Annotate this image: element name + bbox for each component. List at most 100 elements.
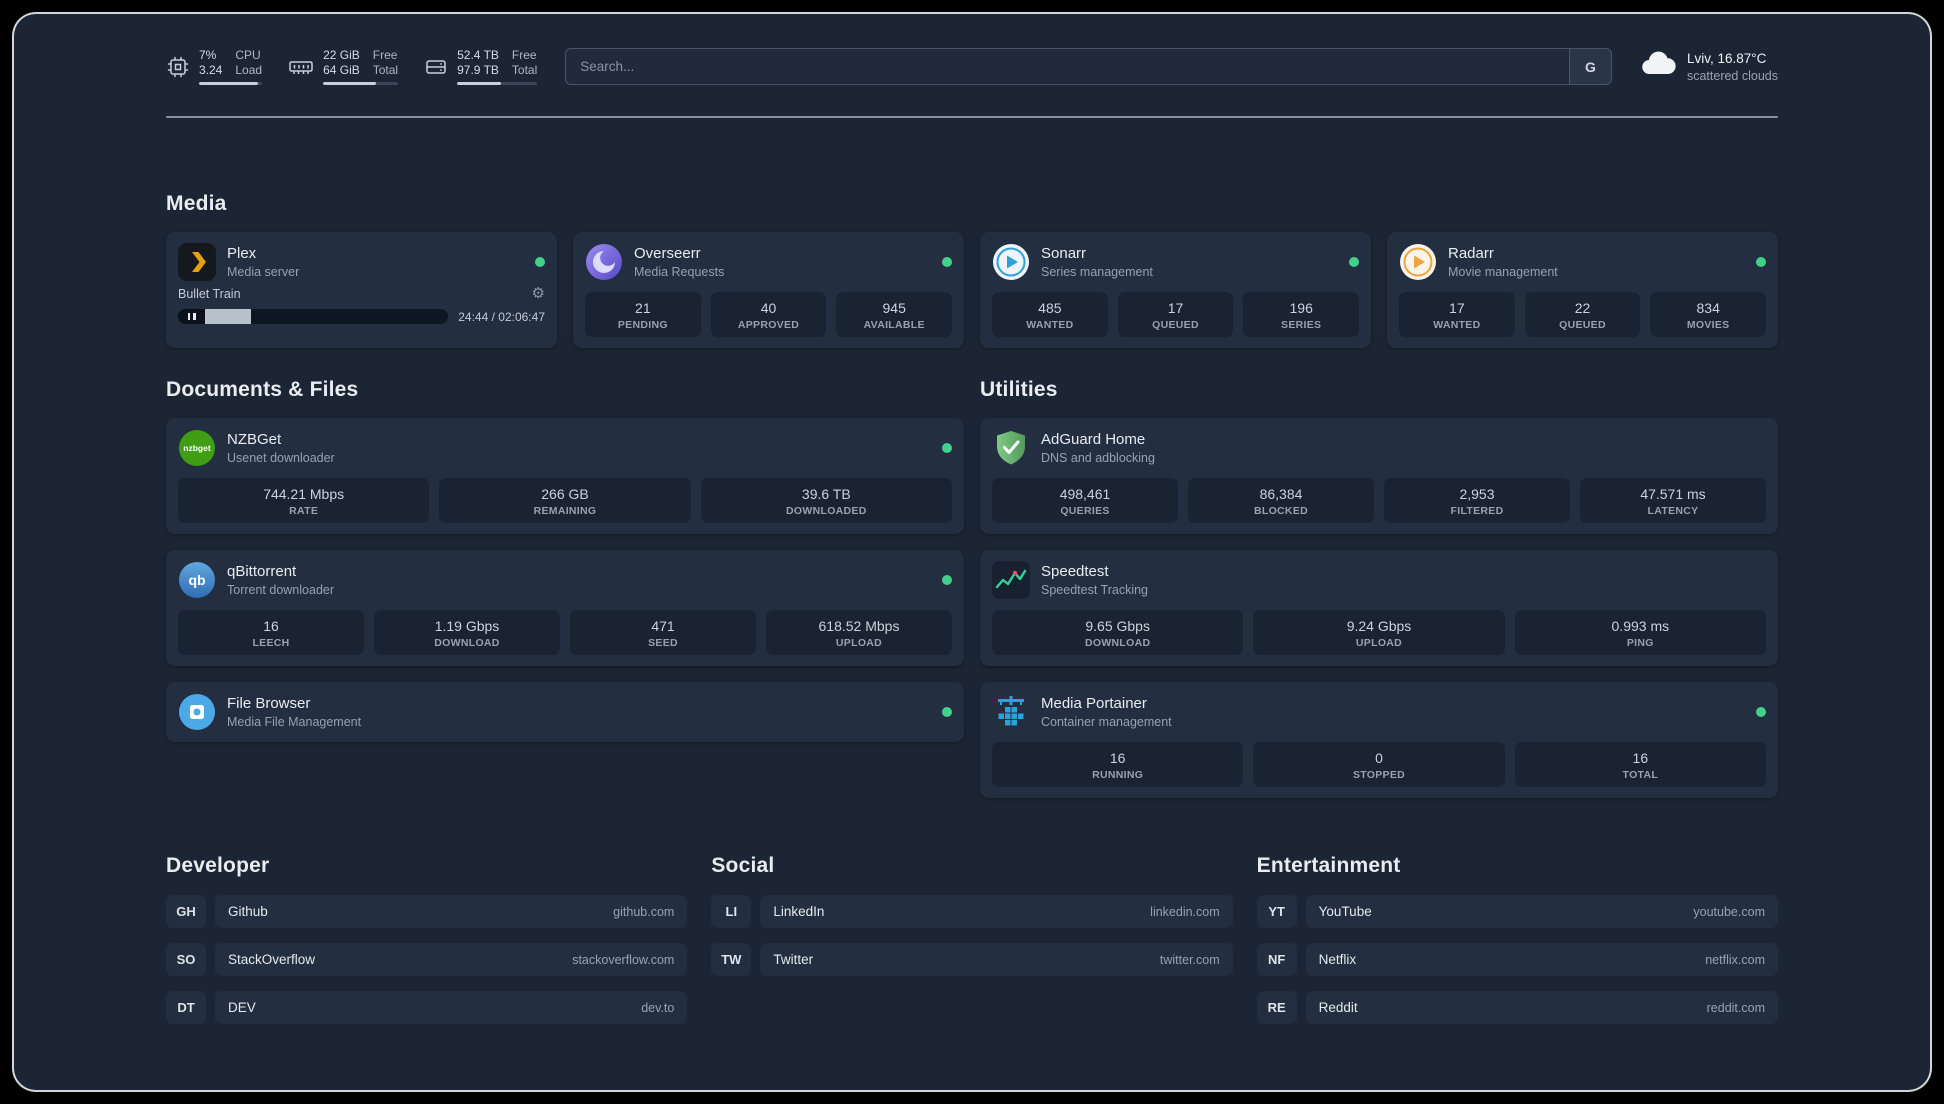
bookmark-name: StackOverflow xyxy=(228,952,316,967)
weather-condition: scattered clouds xyxy=(1686,68,1778,83)
weather-widget: Lviv, 16.87°C scattered clouds xyxy=(1640,50,1778,84)
service-card-plex[interactable]: Plex Media server Bullet Train ⚙ xyxy=(166,232,557,348)
bookmark-dev[interactable]: DT DEV dev.to xyxy=(166,991,688,1024)
memory-widget: 22 GiB 64 GiB Free Total xyxy=(288,48,399,85)
status-dot xyxy=(535,257,545,267)
service-card-portainer[interactable]: Media Portainer Container management 16 … xyxy=(980,682,1778,798)
bookmark-domain: youtube.com xyxy=(1693,904,1765,919)
section-documents: Documents & Files nzbget NZBGet Usenet d… xyxy=(166,378,964,742)
service-desc: Media Requests xyxy=(634,265,725,279)
stat-pending: 21 PENDING xyxy=(585,292,701,337)
stat-wanted: 485 WANTED xyxy=(992,292,1108,337)
bookmark-abbr: DT xyxy=(166,991,206,1024)
memory-free-label: Free xyxy=(372,48,398,62)
bookmark-group-title: Social xyxy=(711,854,775,877)
cpu-percent: 7% xyxy=(199,48,217,62)
service-name: NZBGet xyxy=(227,431,282,448)
dashboard-page: 7% 3.24 CPU Load xyxy=(12,12,1932,1092)
disk-free-value: 52.4 TB xyxy=(457,48,499,62)
bookmark-netflix[interactable]: NF Netflix netflix.com xyxy=(1256,943,1778,976)
bookmark-group-social: Social LI LinkedIn linkedin.com TW Twitt… xyxy=(711,854,1233,976)
stat-ping: 0.993 ms PING xyxy=(1514,610,1766,655)
cloud-icon xyxy=(1640,51,1676,82)
cpu-usage-bar xyxy=(199,82,263,85)
bookmark-name: DEV xyxy=(228,1000,256,1015)
stat-queued: 22 QUEUED xyxy=(1524,292,1641,337)
portainer-crane-icon xyxy=(992,693,1030,731)
section-title-utilities: Utilities xyxy=(980,378,1058,401)
bookmark-reddit[interactable]: RE Reddit reddit.com xyxy=(1256,991,1778,1024)
service-name: qBittorrent xyxy=(227,563,297,580)
two-column-area: Documents & Files nzbget NZBGet Usenet d… xyxy=(166,378,1778,798)
bookmark-abbr: LI xyxy=(711,895,752,928)
bookmark-name: LinkedIn xyxy=(773,904,825,919)
status-dot xyxy=(942,707,952,717)
service-card-qbittorrent[interactable]: qb qBittorrent Torrent downloader xyxy=(166,550,964,666)
bookmark-linkedin[interactable]: LI LinkedIn linkedin.com xyxy=(711,895,1233,928)
memory-total-value: 64 GiB xyxy=(323,63,360,77)
weather-location: Lviv, 16.87°C xyxy=(1686,50,1767,66)
bookmark-github[interactable]: GH Github github.com xyxy=(166,895,688,928)
service-card-sonarr[interactable]: Sonarr Series management 485 WANTED xyxy=(980,232,1371,348)
status-dot xyxy=(1756,707,1766,717)
bookmarks-area: Developer GH Github github.com SO StackO… xyxy=(166,854,1778,1024)
pause-button[interactable] xyxy=(178,309,205,324)
section-title-media: Media xyxy=(166,192,227,215)
service-desc: Speedtest Tracking xyxy=(1041,583,1149,597)
service-name: Overseerr xyxy=(634,245,701,262)
stat-series: 196 SERIES xyxy=(1243,292,1360,337)
status-dot xyxy=(942,575,952,585)
disk-icon xyxy=(424,55,448,79)
playback-progress-bar[interactable] xyxy=(178,309,449,324)
stat-rate: 744.21 Mbps RATE xyxy=(178,478,430,523)
service-desc: Container management xyxy=(1041,715,1172,729)
plex-icon xyxy=(178,243,216,281)
gear-icon[interactable]: ⚙ xyxy=(531,285,545,302)
service-name: Radarr xyxy=(1448,245,1494,262)
stat-downloaded: 39.6 TB DOWNLOADED xyxy=(700,478,952,523)
radarr-icon xyxy=(1399,243,1437,281)
stat-queries: 498,461 QUERIES xyxy=(992,478,1178,523)
cpu-load-value: 3.24 xyxy=(199,63,223,77)
disk-free-label: Free xyxy=(511,48,537,62)
search-input[interactable] xyxy=(565,48,1612,85)
disk-widget: 52.4 TB 97.9 TB Free Total xyxy=(424,48,538,85)
disk-usage-bar xyxy=(457,82,538,85)
bookmark-stackoverflow[interactable]: SO StackOverflow stackoverflow.com xyxy=(166,943,688,976)
service-desc: Media server xyxy=(227,265,300,279)
bookmark-name: Reddit xyxy=(1318,1000,1358,1015)
service-card-filebrowser[interactable]: File Browser Media File Management xyxy=(166,682,964,742)
stat-filtered: 2,953 FILTERED xyxy=(1384,478,1570,523)
service-card-overseerr[interactable]: Overseerr Media Requests 21 PENDING xyxy=(573,232,964,348)
search-provider-button[interactable]: G xyxy=(1568,49,1611,84)
filebrowser-icon xyxy=(178,693,216,731)
section-title-documents: Documents & Files xyxy=(166,378,359,401)
service-desc: Movie management xyxy=(1448,265,1558,279)
service-card-speedtest[interactable]: Speedtest Speedtest Tracking 9.65 Gbps D… xyxy=(980,550,1778,666)
stat-download: 9.65 Gbps DOWNLOAD xyxy=(992,610,1244,655)
service-card-nzbget[interactable]: nzbget NZBGet Usenet downloader 744.21 M… xyxy=(166,418,964,534)
service-name: Media Portainer xyxy=(1041,695,1147,712)
service-desc: Usenet downloader xyxy=(227,451,335,465)
bookmark-domain: linkedin.com xyxy=(1150,904,1220,919)
bookmark-name: YouTube xyxy=(1318,904,1372,919)
service-card-adguard-home[interactable]: AdGuard Home DNS and adblocking 498,461 … xyxy=(980,418,1778,534)
stat-upload: 9.24 Gbps UPLOAD xyxy=(1253,610,1505,655)
bookmark-abbr: TW xyxy=(711,943,752,976)
stat-approved: 40 APPROVED xyxy=(710,292,827,337)
speedtest-graph-icon xyxy=(992,561,1030,599)
service-desc: Media File Management xyxy=(227,715,362,729)
bookmark-twitter[interactable]: TW Twitter twitter.com xyxy=(711,943,1233,976)
service-card-radarr[interactable]: Radarr Movie management 17 WANTED 2 xyxy=(1387,232,1778,348)
bookmark-youtube[interactable]: YT YouTube youtube.com xyxy=(1256,895,1778,928)
status-dot xyxy=(942,443,952,453)
section-utilities: Utilities Ad xyxy=(980,378,1778,798)
bookmark-domain: stackoverflow.com xyxy=(572,952,675,967)
svg-text:qb: qb xyxy=(188,572,205,588)
bookmark-abbr: YT xyxy=(1256,895,1297,928)
service-desc: Torrent downloader xyxy=(227,583,335,597)
bookmark-group-title: Entertainment xyxy=(1256,854,1401,877)
stat-latency: 47.571 ms LATENCY xyxy=(1580,478,1766,523)
search-bar: G xyxy=(565,48,1612,85)
